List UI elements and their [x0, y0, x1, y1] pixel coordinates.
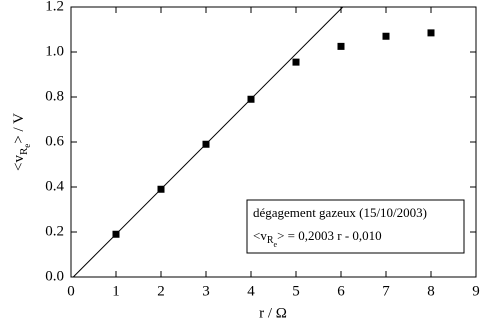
- x-tick-label: 6: [337, 283, 345, 299]
- x-tick-label: 1: [112, 283, 120, 299]
- x-tick-label: 2: [157, 283, 165, 299]
- point: [247, 95, 255, 103]
- x-tick-label: 7: [382, 283, 390, 299]
- x-axis-label: r / Ω: [259, 305, 287, 321]
- y-label-part: <v: [11, 155, 27, 171]
- annotation-fit: <vRe> = 0,2003 r - 0,010: [253, 228, 382, 249]
- y-tick-label: 0.2: [45, 223, 64, 239]
- x-tick-label: 4: [247, 283, 255, 299]
- annotation-title: dégagement gazeux (15/10/2003): [253, 205, 427, 220]
- y-label-part: R: [18, 147, 30, 155]
- point: [202, 140, 210, 148]
- annotation-part: e: [274, 240, 278, 249]
- y-axis-label: <vRe> / V: [11, 113, 32, 171]
- x-tick-label: 9: [472, 283, 480, 299]
- x-tick-label: 5: [292, 283, 300, 299]
- y-label-part: > / V: [11, 113, 27, 144]
- point: [157, 185, 165, 193]
- annotation-part: <v: [253, 228, 267, 243]
- y-tick-label: 0.4: [45, 178, 64, 194]
- point: [292, 58, 300, 66]
- annotation-box: [246, 199, 465, 254]
- annotation-part: R: [267, 235, 274, 246]
- x-tick-label: 0: [67, 283, 75, 299]
- point: [427, 29, 435, 37]
- annotation-part: > = 0,2003 r - 0,010: [277, 228, 382, 243]
- y-tick-label: 0.6: [45, 133, 64, 149]
- x-tick-label: 8: [427, 283, 435, 299]
- point: [112, 230, 120, 238]
- x-tick-label: 3: [202, 283, 210, 299]
- y-tick-label: 1.2: [45, 0, 64, 14]
- point: [382, 32, 390, 40]
- y-tick-label: 0.0: [45, 268, 64, 284]
- y-label-part: e: [22, 144, 32, 148]
- point: [337, 42, 345, 50]
- y-tick-label: 1.0: [45, 43, 64, 59]
- y-tick-label: 0.8: [45, 88, 64, 104]
